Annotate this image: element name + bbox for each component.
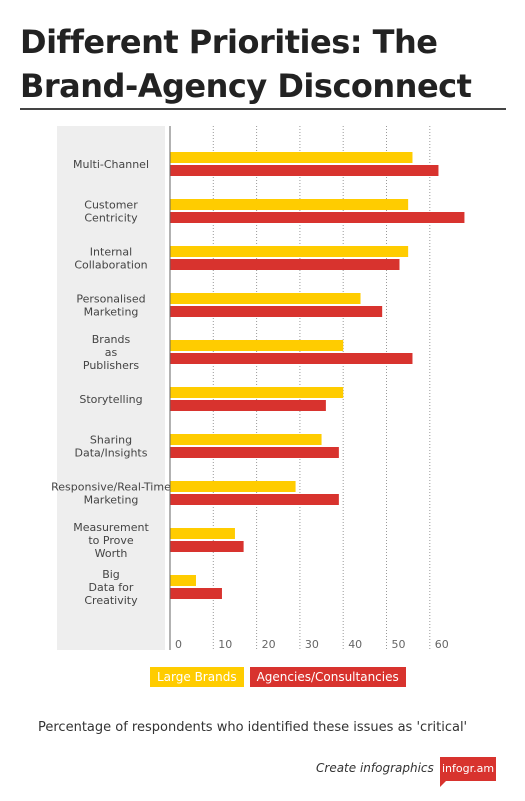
bar-agencies (170, 353, 413, 364)
bar-chart: Multi-Channel Customer Centricity Internal C… (51, 126, 465, 651)
x-tick-label: 50 (392, 638, 406, 651)
chart-title: Different Priorities: The Brand-Agency D… (20, 23, 472, 105)
bar-large-brands (170, 293, 361, 304)
credit-text[interactable]: Create infographics (316, 761, 434, 775)
bar-agencies (170, 165, 439, 176)
x-tick-label: 20 (262, 638, 276, 651)
category-label-panel (57, 126, 165, 650)
bar-agencies (170, 212, 465, 223)
x-tick-label: 10 (218, 638, 232, 651)
category-label: Storytelling (79, 393, 142, 406)
bar-agencies (170, 400, 326, 411)
category-label: Personalised Marketing (76, 293, 145, 319)
bar-agencies (170, 306, 383, 317)
bar-agencies (170, 259, 400, 270)
x-tick-label: 0 (175, 638, 182, 651)
category-label: Big Data for Creativity (84, 568, 138, 607)
bar-agencies (170, 588, 222, 599)
bar-large-brands (170, 528, 235, 539)
legend-agencies: Agencies/Consultancies (249, 667, 406, 687)
category-labels: Multi-Channel Customer Centricity Internal C… (51, 158, 171, 607)
bar-large-brands (170, 434, 322, 445)
category-label: Multi-Channel (73, 158, 149, 171)
bar-agencies (170, 494, 339, 505)
category-label: Internal Collaboration (74, 246, 147, 272)
bars (170, 152, 465, 599)
bar-large-brands (170, 481, 296, 492)
bar-large-brands (170, 199, 409, 210)
infogram-badge[interactable]: infogr.am (440, 757, 496, 787)
footnote: Percentage of respondents who identified… (38, 720, 468, 735)
title-divider (20, 108, 506, 110)
x-tick-label: 60 (435, 638, 449, 651)
x-tick-label: 30 (305, 638, 319, 651)
bar-large-brands (170, 340, 344, 351)
category-label: Responsive/Real-Time Marketing (51, 481, 171, 507)
category-label: Measurement to Prove Worth (73, 521, 149, 560)
category-label: Sharing Data/Insights (75, 434, 148, 460)
bar-large-brands (170, 387, 344, 398)
x-tick-label: 40 (348, 638, 362, 651)
bar-large-brands (170, 575, 196, 586)
category-label: Customer Centricity (84, 199, 138, 225)
legend-large-brands: Large Brands (150, 667, 244, 687)
category-label: Brands as Publishers (83, 333, 139, 372)
bar-agencies (170, 541, 244, 552)
bar-large-brands (170, 246, 409, 257)
tick-labels: 0 10 20 30 40 50 60 (175, 638, 449, 651)
bar-agencies (170, 447, 339, 458)
legend: Large Brands Agencies/Consultancies (150, 667, 406, 687)
bar-large-brands (170, 152, 413, 163)
